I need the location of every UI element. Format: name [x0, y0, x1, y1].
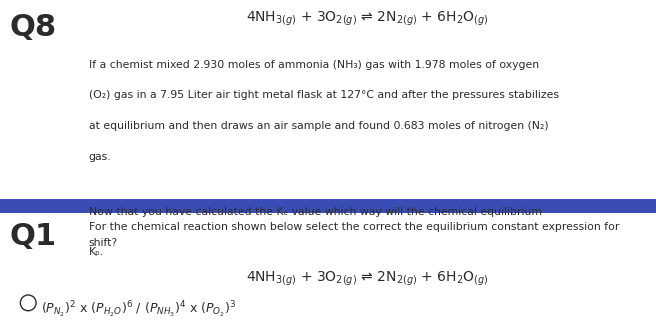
Text: (O₂) gas in a 7.95 Liter air tight metal flask at 127°C and after the pressures : (O₂) gas in a 7.95 Liter air tight metal… — [89, 90, 558, 100]
Text: For the chemical reaction shown below select the correct the equilibrium constan: For the chemical reaction shown below se… — [89, 222, 619, 232]
Bar — [0, 199, 656, 213]
Text: 4NH$_{3(g)}$ + 3O$_{2(g)}$ ⇌ 2N$_{2(g)}$ + 6H$_2$O$_{(g)}$: 4NH$_{3(g)}$ + 3O$_{2(g)}$ ⇌ 2N$_{2(g)}$… — [246, 270, 489, 288]
Text: shift?: shift? — [89, 238, 117, 248]
Text: Q8: Q8 — [10, 13, 57, 42]
Text: at equilibrium and then draws an air sample and found 0.683 moles of nitrogen (N: at equilibrium and then draws an air sam… — [89, 121, 548, 131]
Text: gas.: gas. — [89, 152, 111, 162]
Text: Kₚ.: Kₚ. — [89, 247, 104, 257]
Text: If a chemist mixed 2.930 moles of ammonia (NH₃) gas with 1.978 moles of oxygen: If a chemist mixed 2.930 moles of ammoni… — [89, 60, 539, 70]
Text: 4NH$_{3(g)}$ + 3O$_{2(g)}$ ⇌ 2N$_{2(g)}$ + 6H$_2$O$_{(g)}$: 4NH$_{3(g)}$ + 3O$_{2(g)}$ ⇌ 2N$_{2(g)}$… — [246, 10, 489, 28]
Text: $(P_{N_2})^2$ x $(P_{H_2O})^6$ / $(P_{NH_3})^4$ x $(P_{O_2})^3$: $(P_{N_2})^2$ x $(P_{H_2O})^6$ / $(P_{NH… — [41, 300, 236, 320]
Text: Now that you have calculated the Kₑ value which way will the chemical equilibriu: Now that you have calculated the Kₑ valu… — [89, 207, 542, 217]
Text: Q1: Q1 — [10, 222, 57, 252]
